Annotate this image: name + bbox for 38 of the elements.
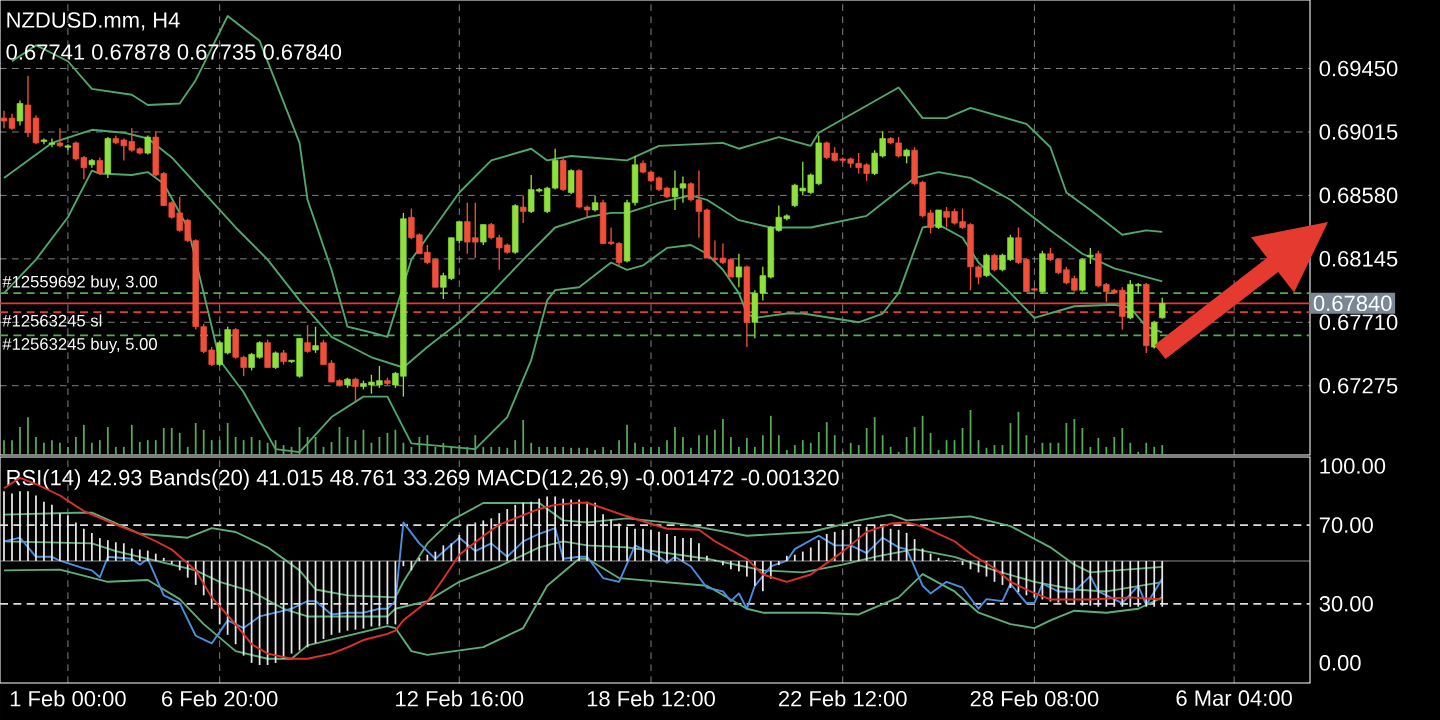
y-tick-label: 100.00 <box>1320 458 1386 474</box>
y-tick-label: 30.00 <box>1319 596 1373 612</box>
candlestick <box>983 253 990 278</box>
y-tick-label: 0.67710 <box>1319 314 1398 331</box>
y-tick-label: 0.69015 <box>1319 124 1398 140</box>
ref-line-label: #12563245 sl <box>2 314 102 327</box>
y-tick-label: 0.00 <box>1319 655 1361 671</box>
line-series <box>3 169 1164 454</box>
y-tick-label: 0.67275 <box>1319 377 1398 394</box>
candlestick <box>935 209 942 230</box>
ref-line-label: #12563245 buy, 5.00 <box>2 337 157 354</box>
line-series <box>3 521 1164 645</box>
x-tick-label: 1 Feb 00:00 <box>10 690 126 707</box>
y-tick-label: 0.68580 <box>1319 187 1398 204</box>
x-tick-label: 6 Mar 04:00 <box>1176 690 1292 706</box>
y-tick-label: 0.68145 <box>1319 251 1398 267</box>
text: RSI(14) 42.93 Bands(20) 41.015 48.761 33.269 MACD(12,26,9) -0.001472 -0.001320 <box>7 469 839 490</box>
candlestick <box>480 223 487 246</box>
candlestick <box>56 127 64 148</box>
candlestick <box>519 194 527 224</box>
chart-title: NZDUSD.mm, H4 <box>7 12 180 31</box>
candlestick <box>1159 297 1166 320</box>
x-tick-label: 28 Feb 08:00 <box>970 690 1099 707</box>
line-series <box>3 502 1164 599</box>
candlestick <box>304 324 311 354</box>
candlestick <box>735 253 743 288</box>
line-series <box>3 557 1164 660</box>
candlestick <box>16 99 24 127</box>
candlestick <box>567 168 575 195</box>
x-tick-label: 18 Feb 12:00 <box>587 690 715 707</box>
x-tick-label: 6 Feb 20:00 <box>162 690 278 707</box>
candlestick <box>352 377 359 402</box>
y-tick-label: 70.00 <box>1319 517 1373 533</box>
x-tick-label: 22 Feb 12:00 <box>779 690 907 707</box>
x-tick-label: 12 Feb 16:00 <box>396 690 524 707</box>
y-tick-label: 0.69450 <box>1319 60 1398 77</box>
ref-line-label: 0.67840 <box>1313 295 1392 312</box>
candlestick <box>312 325 319 354</box>
